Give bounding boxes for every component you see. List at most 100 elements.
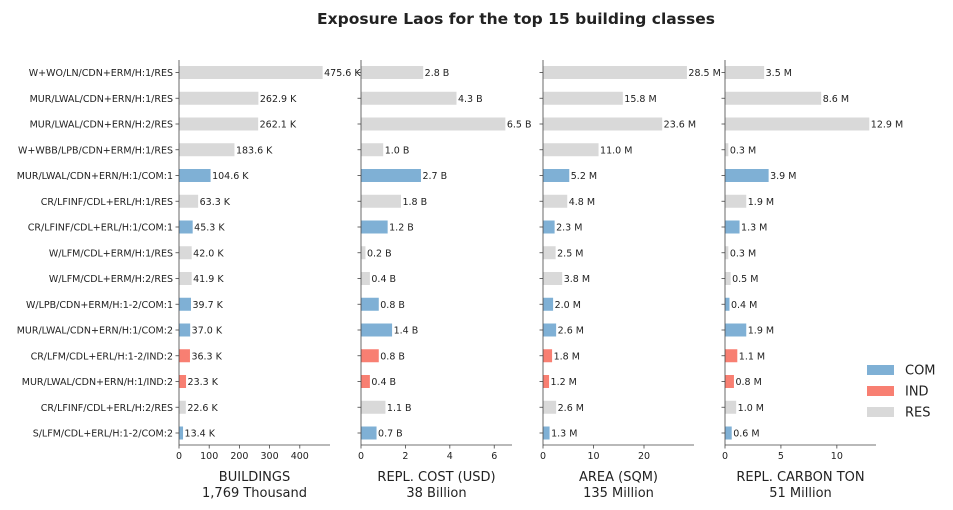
bar-value-label: 0.6 M [733, 429, 759, 440]
bar [179, 169, 211, 182]
legend: COM IND RES [867, 364, 936, 421]
bar-value-label: 1.3 M [551, 429, 577, 440]
bar [725, 66, 765, 79]
bar [179, 349, 190, 363]
bar-value-label: 13.4 K [185, 429, 216, 440]
bar-value-label: 0.4 B [371, 377, 396, 388]
bar [543, 426, 550, 440]
panel-4: 3.5 M 8.6 M 12.9 M 0.3 M 3.9 M 1.9 M 1.3 M 0.3 … [721, 60, 903, 501]
bar [179, 297, 191, 311]
bar-value-label: 2.3 M [556, 223, 582, 234]
bar-value-label: 22.6 K [187, 403, 218, 414]
category-label: W/LFM/CDL+ERM/H:1/RES [49, 248, 173, 259]
category-label: MUR/LWAL/CDN+ERN/H:1/COM:2 [17, 326, 173, 337]
x-tick-label: 0 [176, 451, 182, 462]
bar [543, 297, 554, 311]
bar-value-label: 4.8 M [569, 197, 595, 208]
bar [361, 220, 388, 234]
bar-value-label: 0.7 B [378, 429, 403, 440]
bar-value-label: 0.2 B [367, 248, 392, 259]
bar-value-label: 1.0 B [385, 145, 410, 156]
bar [361, 246, 366, 260]
bar-value-label: 1.9 M [748, 197, 774, 208]
bar-value-label: 1.0 M [738, 403, 764, 414]
x-axis-label: REPL. CARBON TON [736, 470, 864, 485]
bar-value-label: 2.6 M [558, 326, 584, 337]
x-axis-label: BUILDINGS [219, 470, 290, 485]
x-tick-label: 0 [722, 451, 728, 462]
bar [725, 91, 822, 105]
bar-value-label: 2.5 M [557, 248, 583, 259]
category-label: W/LPB/CDN+ERM/H:1-2/COM:1 [26, 300, 173, 311]
category-label: MUR/LWAL/CDN+ERN/H:2/RES [30, 120, 173, 131]
x-tick-label: 0 [540, 451, 546, 462]
bar-value-label: 4.3 B [458, 94, 483, 105]
x-tick-label: 20 [638, 451, 650, 462]
x-tick-label: 2 [402, 451, 408, 462]
bar [361, 66, 424, 79]
x-tick-label: 6 [491, 451, 497, 462]
bar [725, 194, 747, 208]
x-tick-label: 4 [447, 451, 453, 462]
bar [179, 117, 259, 131]
bar [361, 349, 379, 363]
panels-layer: W+WO/LN/CDN+ERM/H:1/RES MUR/LWAL/CDN+ERN/… [17, 60, 903, 501]
bar-value-label: 0.5 M [732, 274, 758, 285]
bar [361, 117, 506, 131]
bar-value-label: 262.1 K [260, 120, 297, 131]
bar [361, 91, 457, 105]
bar-value-label: 183.6 K [236, 145, 273, 156]
x-tick-label: 400 [291, 451, 309, 462]
x-tick-label: 100 [200, 451, 218, 462]
legend-swatch [867, 407, 894, 417]
category-label: MUR/LWAL/CDN+ERN/H:1/IND:2 [22, 377, 173, 388]
bar [361, 426, 377, 440]
bar-value-label: 0.4 B [371, 274, 396, 285]
category-label: S/LFM/CDL+ERL/H:1-2/COM:2 [33, 429, 173, 440]
bar-value-label: 104.6 K [212, 171, 249, 182]
bar-value-label: 8.6 M [823, 94, 849, 105]
bar [725, 220, 740, 234]
x-axis-label: AREA (SQM) [579, 470, 658, 485]
x-tick-label: 5 [778, 451, 784, 462]
bar [179, 91, 259, 105]
bar [543, 220, 555, 234]
bar-value-label: 1.2 B [389, 223, 414, 234]
bar [725, 297, 730, 311]
bar [179, 194, 199, 208]
bar-value-label: 1.1 M [739, 351, 765, 362]
bar-value-label: 0.3 M [730, 145, 756, 156]
bar-value-label: 1.1 B [387, 403, 412, 414]
panel-total-label: 135 Million [583, 486, 654, 501]
bar-value-label: 1.9 M [748, 326, 774, 337]
bar [725, 272, 731, 285]
bar [361, 143, 384, 157]
panel-2: 2.8 B 4.3 B 6.5 B 1.0 B 2.7 B 1.8 B 1.2 B 0.2 B… [357, 60, 531, 501]
legend-label: RES [905, 406, 931, 421]
bar [361, 400, 386, 414]
bar-value-label: 0.3 M [730, 248, 756, 259]
bar-value-label: 262.9 K [260, 94, 297, 105]
bar [543, 194, 568, 208]
bar [179, 143, 235, 157]
bar-value-label: 1.3 M [741, 223, 767, 234]
panel-total-label: 1,769 Thousand [202, 486, 307, 501]
legend-label: IND [905, 385, 929, 400]
bar [725, 323, 747, 337]
category-label: CR/LFINF/CDL+ERL/H:1/RES [41, 197, 173, 208]
category-label: W+WBB/LPB/CDN+ERM/H:1/RES [18, 145, 173, 156]
category-label: CR/LFM/CDL+ERL/H:1-2/IND:2 [31, 351, 173, 362]
bar-value-label: 3.5 M [766, 68, 792, 79]
bar [543, 66, 687, 79]
bar [179, 323, 191, 337]
bar-value-label: 23.6 M [664, 120, 696, 131]
bar [179, 66, 323, 79]
x-tick-label: 300 [261, 451, 279, 462]
bar [543, 349, 553, 363]
bar [725, 143, 729, 157]
bar-value-label: 3.8 M [564, 274, 590, 285]
category-label: CR/LFINF/CDL+ERL/H:1/COM:1 [28, 223, 173, 234]
bar-value-label: 5.2 M [571, 171, 597, 182]
x-tick-label: 10 [831, 451, 843, 462]
